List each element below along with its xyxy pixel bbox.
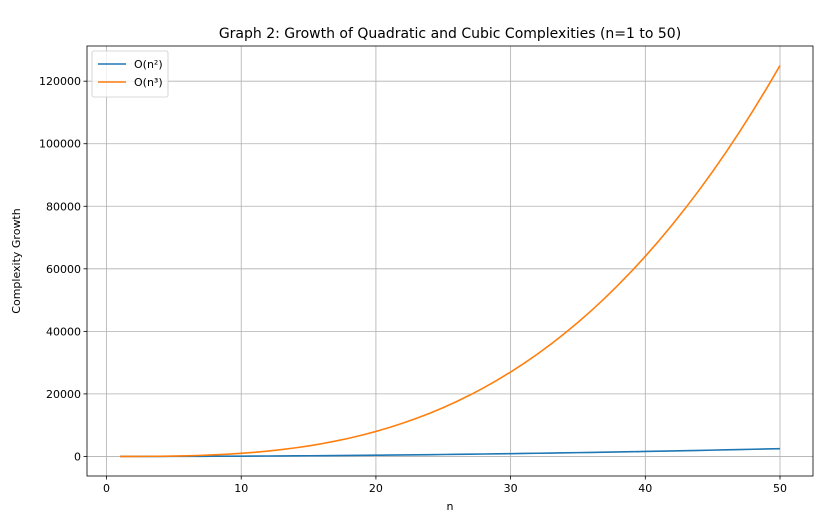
legend-label-2: O(n³) <box>134 76 163 89</box>
x-axis-title: n <box>447 500 454 512</box>
chart-title: Graph 2: Growth of Quadratic and Cubic C… <box>219 26 681 42</box>
legend-box <box>91 50 169 98</box>
legend-label-1: O(n²) <box>134 58 163 71</box>
axis-ticks: 0 10 20 30 40 50 0 20000 40000 60000 80000 100000 12… <box>39 75 787 495</box>
legend: O(n²) O(n³) <box>91 50 169 98</box>
x-tick-label: 40 <box>638 482 652 495</box>
x-tick-label: 0 <box>103 482 110 495</box>
y-axis-title: Complexity Growth <box>10 208 23 313</box>
y-tick-label: 80000 <box>46 200 81 213</box>
x-tick-label: 20 <box>369 482 383 495</box>
x-tick-label: 50 <box>773 482 787 495</box>
series-line-2 <box>119 65 781 458</box>
grid <box>87 46 813 476</box>
y-tick-label: 20000 <box>46 388 81 401</box>
y-tick-label: 60000 <box>46 263 81 276</box>
y-tick-label: 40000 <box>46 325 81 338</box>
y-tick-label: 100000 <box>39 138 81 151</box>
y-tick-label: 0 <box>74 450 81 463</box>
series-line-1 <box>119 447 781 458</box>
y-tick-label: 120000 <box>39 75 81 88</box>
x-tick-label: 10 <box>234 482 248 495</box>
series-lines <box>119 65 781 458</box>
x-tick-label: 30 <box>504 482 518 495</box>
plot-frame <box>86 45 814 477</box>
